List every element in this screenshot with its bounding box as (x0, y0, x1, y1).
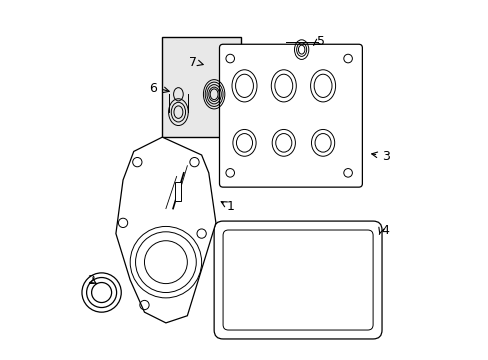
Text: 6: 6 (149, 82, 157, 95)
Text: 1: 1 (226, 200, 234, 213)
Bar (175, 182, 181, 202)
Polygon shape (116, 137, 216, 323)
FancyBboxPatch shape (219, 44, 362, 187)
Text: 3: 3 (381, 150, 389, 163)
Text: 4: 4 (381, 224, 389, 237)
Text: 7: 7 (188, 56, 196, 69)
Text: 2: 2 (87, 274, 95, 287)
FancyBboxPatch shape (223, 230, 372, 330)
Bar (162, 37, 241, 137)
Text: 5: 5 (317, 35, 325, 48)
FancyBboxPatch shape (214, 221, 381, 339)
